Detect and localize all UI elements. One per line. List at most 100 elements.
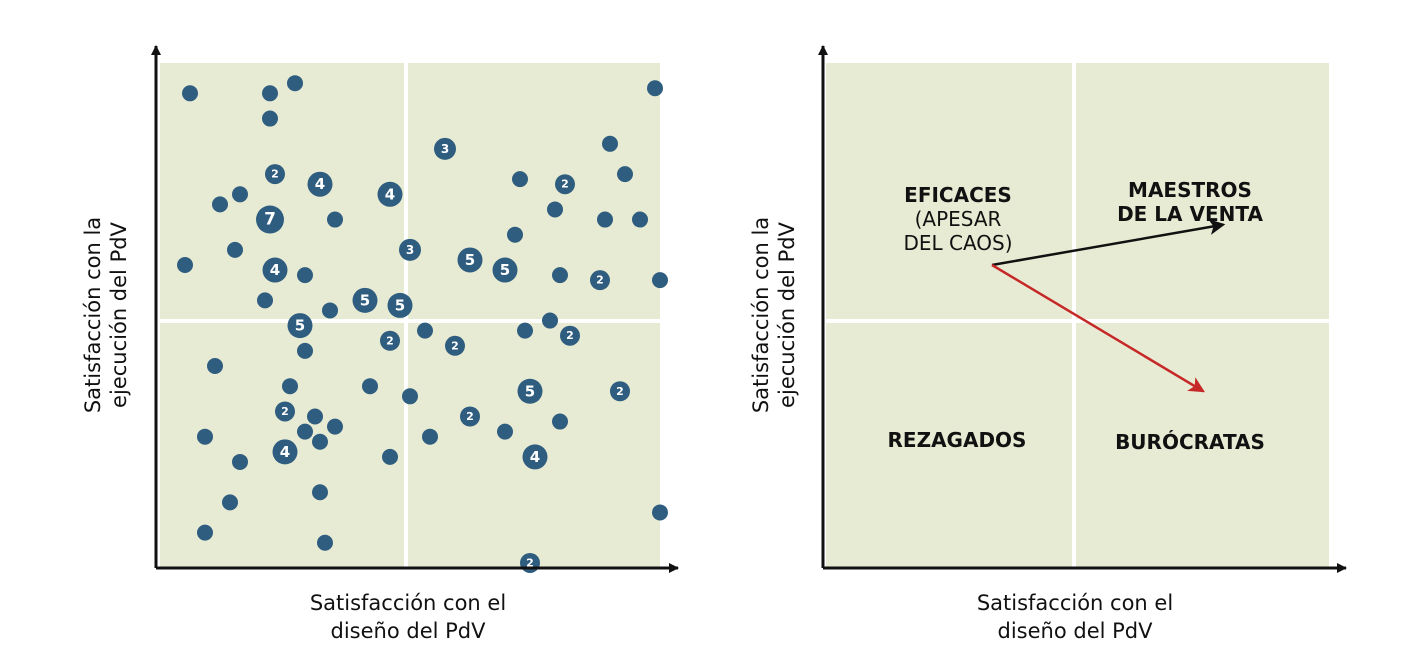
scatter-point-count-label: 5 <box>295 317 305 335</box>
scatter-point-count-label: 5 <box>465 251 475 269</box>
scatter-point <box>322 302 338 319</box>
scatter-point-count-label: 4 <box>385 185 395 203</box>
scatter-point <box>512 171 528 188</box>
scatter-point-count-label: 4 <box>530 448 540 466</box>
scatter-point-count-label: 4 <box>315 175 325 193</box>
scatter-point <box>547 201 563 218</box>
scatter-point-count-label: 2 <box>566 329 574 342</box>
quadrant-top-left-subtitle-line2: DEL CAOS) <box>903 231 1012 255</box>
scatter-point <box>265 164 285 185</box>
scatter-point <box>552 267 568 284</box>
quadrant-top-right-title-line1: MAESTROS <box>1128 178 1252 202</box>
scatter-point <box>517 378 543 404</box>
scatter-point <box>317 534 333 551</box>
scatter-point <box>312 484 328 501</box>
scatter-point-count-label: 2 <box>561 178 569 191</box>
scatter-point <box>307 171 333 197</box>
scatter-point-count-label: 5 <box>360 291 370 309</box>
scatter-point-count-label: 4 <box>270 261 280 279</box>
scatter-point-count-label: 2 <box>596 274 604 287</box>
scatter-point <box>652 504 668 521</box>
scatter-point <box>257 292 273 309</box>
scatter-point <box>262 110 278 127</box>
scatter-point <box>327 418 343 435</box>
scatter-point-count-label: 5 <box>525 382 535 400</box>
scatter-point <box>610 381 630 402</box>
scatter-point-count-label: 5 <box>395 296 405 314</box>
scatter-point <box>542 312 558 329</box>
scatter-point-count-label: 2 <box>466 410 474 423</box>
quadrant-chart: EFICACES (APESAR DEL CAOS) MAESTROS DE L… <box>749 45 1347 643</box>
scatter-point <box>617 166 633 183</box>
arrow-to-maestros <box>991 219 1226 267</box>
scatter-point-count-label: 5 <box>500 261 510 279</box>
quadrant-x-axis-title-line1: Satisfacción con el <box>977 591 1173 615</box>
quadrant-x-axis-title-line2: diseño del PdV <box>998 619 1154 643</box>
scatter-point <box>282 378 298 395</box>
scatter-point-count-label: 2 <box>451 339 459 352</box>
scatter-point <box>387 292 413 318</box>
quadrant-top-left-subtitle-line1: (APESAR <box>915 207 1002 231</box>
scatter-point-count-label: 3 <box>441 142 449 156</box>
scatter-point <box>497 423 513 440</box>
scatter-point-count-label: 2 <box>526 556 534 569</box>
quadrant-arrows <box>991 219 1226 393</box>
scatter-point <box>382 448 398 465</box>
scatter-point-count-label: 2 <box>271 168 279 181</box>
scatter-point-count-label: 2 <box>281 405 289 418</box>
scatter-point <box>307 408 323 425</box>
scatter-point <box>552 413 568 430</box>
scatter-point <box>275 401 295 422</box>
scatter-point <box>287 313 313 339</box>
scatter-point <box>399 238 421 261</box>
scatter-point <box>517 322 533 339</box>
scatter-point <box>297 423 313 440</box>
scatter-point <box>222 494 238 511</box>
scatter-point <box>555 174 575 195</box>
scatter-point <box>297 342 313 359</box>
scatter-point <box>207 358 223 374</box>
quadrant-bottom-right-title: BURÓCRATAS <box>1115 430 1265 454</box>
scatter-point <box>417 322 433 339</box>
scatter-point-count-label: 7 <box>264 210 276 230</box>
scatter-point <box>272 439 298 465</box>
scatter-point <box>197 524 213 541</box>
scatter-point-count-label: 3 <box>406 243 414 257</box>
scatter-point <box>560 325 580 346</box>
scatter-x-axis-title-line1: Satisfacción con el <box>310 591 506 615</box>
quadrant-top-left-title: EFICACES <box>904 183 1012 207</box>
scatter-point <box>352 287 378 313</box>
scatter-point <box>647 80 663 97</box>
quadrant-y-axis-title-line1: Satisfacción con la <box>749 217 773 413</box>
scatter-plot-area <box>160 63 660 568</box>
scatter-point <box>256 205 284 234</box>
scatter-point <box>422 428 438 445</box>
scatter-point-count-label: 4 <box>280 443 290 461</box>
scatter-point <box>602 135 618 152</box>
scatter-point <box>380 330 400 351</box>
scatter-point <box>177 257 193 273</box>
scatter-point <box>597 211 613 228</box>
scatter-point-count-label: 2 <box>616 385 624 398</box>
scatter-point <box>327 211 343 228</box>
scatter-point <box>262 257 288 283</box>
scatter-point <box>197 428 213 445</box>
scatter-point <box>182 85 198 102</box>
scatter-chart: 3 2 4 4 2 7 3 5 4 5 2 5 5 5 2 2 2 5 2 2 2 4 4 2 Satisfacción co… <box>81 45 679 643</box>
scatter-point <box>445 335 465 356</box>
scatter-point <box>522 444 548 470</box>
scatter-point <box>434 137 456 160</box>
quadrant-y-axis-title-line2: ejecución del PdV <box>775 221 799 407</box>
scatter-point <box>297 267 313 284</box>
scatter-x-axis-title-line2: diseño del PdV <box>331 619 487 643</box>
scatter-point <box>590 270 610 291</box>
scatter-point <box>402 388 418 405</box>
quadrant-bottom-left-title: REZAGADOS <box>888 428 1027 452</box>
scatter-point <box>457 247 483 273</box>
scatter-point <box>460 406 480 427</box>
scatter-point <box>507 226 523 243</box>
scatter-points: 3 2 4 4 2 7 3 5 4 5 2 5 5 5 2 2 2 5 2 2 2 4 4 2 <box>177 75 668 573</box>
scatter-point <box>287 75 303 92</box>
scatter-point <box>492 257 518 283</box>
